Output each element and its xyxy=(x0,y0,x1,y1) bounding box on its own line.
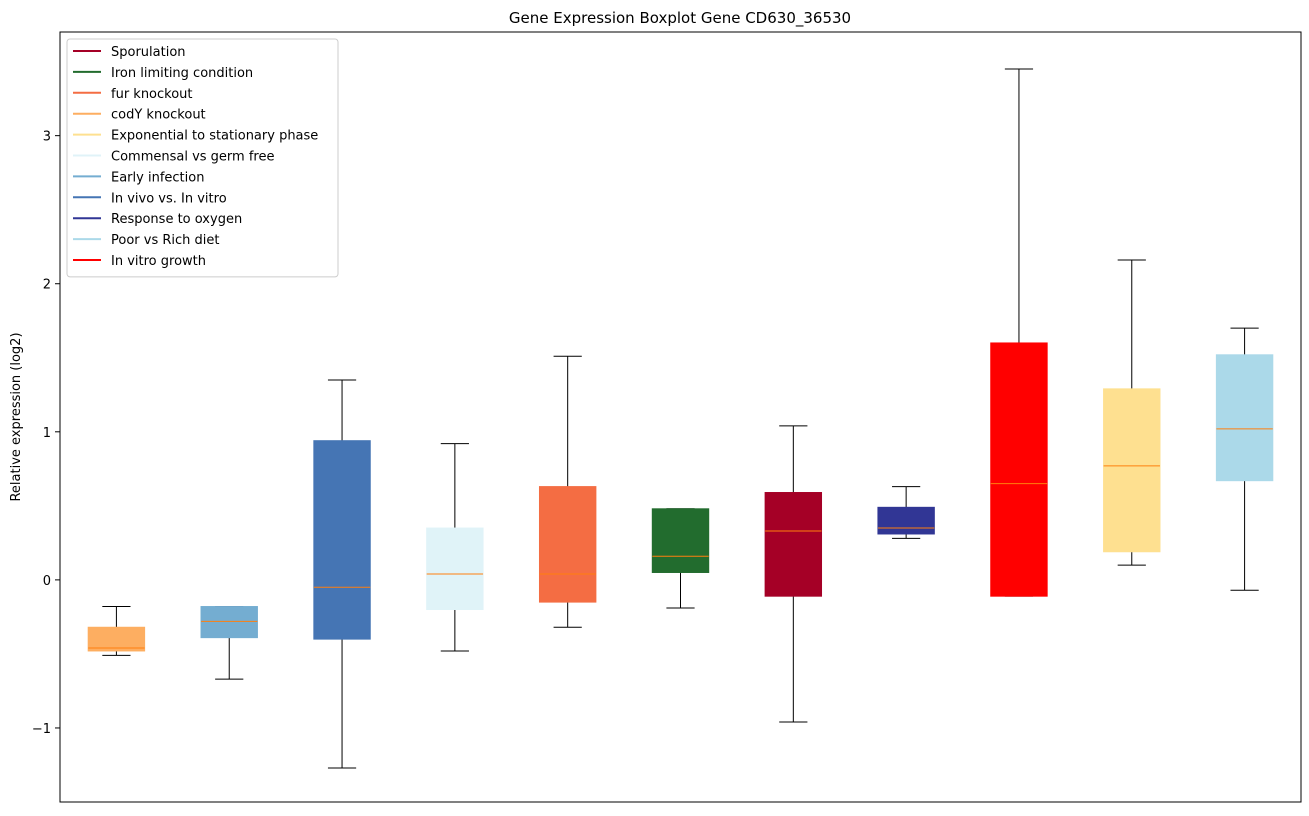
box-body xyxy=(764,492,823,597)
legend-label: In vivo vs. In vitro xyxy=(111,191,227,206)
box-7 xyxy=(764,425,823,723)
legend-label: Exponential to stationary phase xyxy=(111,129,318,144)
legend-label: Response to oxygen xyxy=(111,212,242,227)
box-body xyxy=(87,626,146,652)
box-3 xyxy=(313,379,371,769)
box-body xyxy=(200,606,258,639)
box-11 xyxy=(1215,327,1274,591)
legend-frame xyxy=(66,38,339,278)
legend-label: fur knockout xyxy=(111,87,193,102)
legend-label: Poor vs Rich diet xyxy=(111,233,219,248)
box-4 xyxy=(426,443,484,652)
box-body xyxy=(651,508,710,573)
legend: Sporulation Iron limiting condition fur kn… xyxy=(66,38,339,278)
legend-label: codY knockout xyxy=(111,108,206,123)
y-tick-label: 3 xyxy=(43,130,51,145)
box-8 xyxy=(877,486,935,539)
legend-label: Iron limiting condition xyxy=(111,66,253,81)
box-5 xyxy=(538,355,597,628)
legend-label: Commensal vs germ free xyxy=(111,150,274,165)
box-body xyxy=(538,486,597,603)
legend-label: Sporulation xyxy=(111,45,186,60)
box-body xyxy=(1215,354,1274,482)
box-9 xyxy=(990,68,1048,597)
y-tick-label: 0 xyxy=(43,574,51,589)
y-ticks: −1 0 1 2 3 xyxy=(32,130,60,737)
box-body xyxy=(313,440,371,640)
box-body xyxy=(990,342,1048,597)
plot-area-frame xyxy=(59,31,1302,803)
box-2 xyxy=(200,606,258,680)
box-body xyxy=(1103,388,1161,553)
box-body xyxy=(426,527,484,610)
y-tick-label: 1 xyxy=(43,426,51,441)
box-1 xyxy=(87,606,146,656)
legend-label: Early infection xyxy=(111,170,204,185)
y-axis-label: Relative expression (log2) xyxy=(9,332,24,501)
boxes-layer xyxy=(87,68,1274,769)
y-tick-label: −1 xyxy=(32,722,51,737)
legend-label: In vitro growth xyxy=(111,254,206,269)
y-tick-label: 2 xyxy=(43,278,51,293)
box-6 xyxy=(651,508,710,609)
box-10 xyxy=(1103,259,1161,566)
box-body xyxy=(877,506,935,535)
chart-title: Gene Expression Boxplot Gene CD630_36530 xyxy=(509,9,851,28)
